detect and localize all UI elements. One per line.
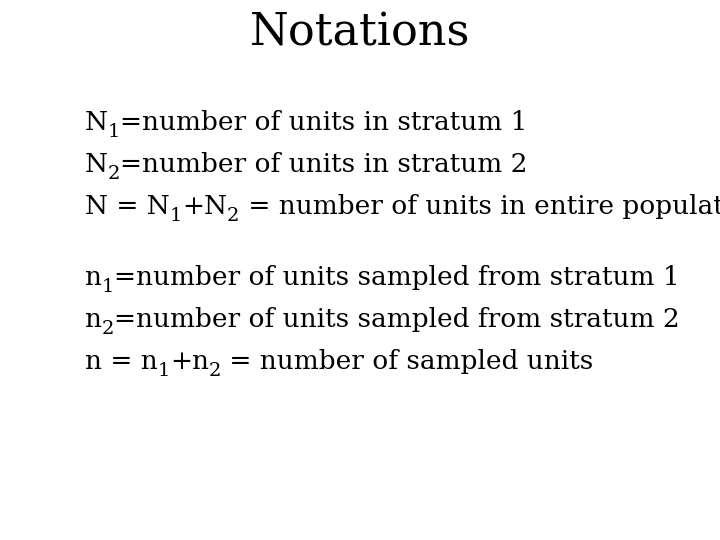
Text: +n: +n	[170, 349, 209, 374]
Text: +N: +N	[182, 194, 227, 219]
Text: =number of units sampled from stratum 1: =number of units sampled from stratum 1	[114, 265, 680, 290]
Text: =number of units in stratum 2: =number of units in stratum 2	[120, 152, 528, 177]
Text: n = n: n = n	[85, 349, 158, 374]
Text: = number of sampled units: = number of sampled units	[222, 349, 594, 374]
Text: N = N: N = N	[85, 194, 170, 219]
Text: 2: 2	[209, 362, 222, 380]
Text: 1: 1	[108, 123, 120, 141]
Text: =number of units sampled from stratum 2: =number of units sampled from stratum 2	[114, 307, 680, 332]
Text: n: n	[85, 307, 102, 332]
Text: 1: 1	[158, 362, 170, 380]
Text: 1: 1	[170, 207, 182, 225]
Text: N: N	[85, 110, 108, 135]
Text: =number of units in stratum 1: =number of units in stratum 1	[120, 110, 528, 135]
Text: 1: 1	[102, 278, 114, 296]
Text: 2: 2	[227, 207, 240, 225]
Text: 2: 2	[108, 165, 120, 183]
Text: Notations: Notations	[250, 11, 470, 54]
Text: 2: 2	[102, 320, 114, 338]
Text: = number of units in entire population: = number of units in entire population	[240, 194, 720, 219]
Text: N: N	[85, 152, 108, 177]
Text: n: n	[85, 265, 102, 290]
